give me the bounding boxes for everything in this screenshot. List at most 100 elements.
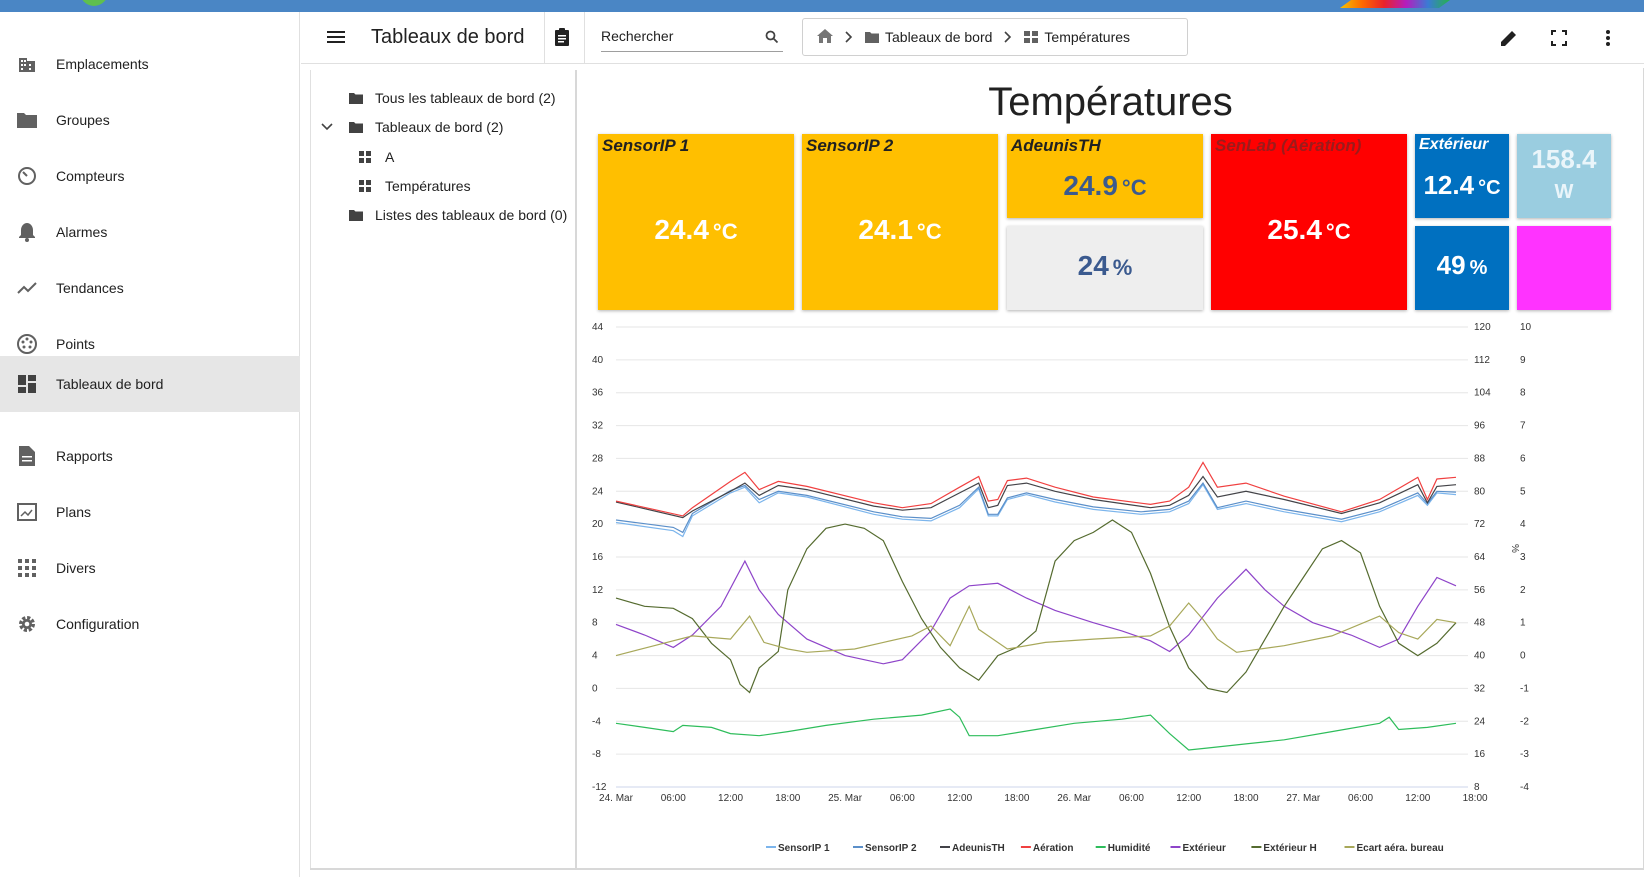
x-tick-label: 18:00 bbox=[1004, 793, 1029, 804]
points-icon bbox=[16, 333, 38, 355]
y-right-tick-label: 96 bbox=[1474, 421, 1486, 432]
tile-value-unit: °C bbox=[916, 219, 942, 244]
y-tick-label: 12 bbox=[592, 585, 604, 596]
tree-item-lists[interactable]: Listes des tableaux de bord (0) bbox=[349, 203, 567, 227]
more-vert-icon[interactable] bbox=[1596, 26, 1620, 50]
sidebar-item-label: Tableaux de bord bbox=[56, 376, 164, 392]
sidebar-item-configuration[interactable]: Configuration bbox=[0, 596, 300, 652]
sidebar-item-label: Compteurs bbox=[56, 168, 125, 184]
series-line bbox=[615, 559, 1457, 665]
sidebar-item-tendances[interactable]: Tendances bbox=[0, 260, 300, 316]
y-tick-label: 44 bbox=[592, 322, 604, 333]
edit-icon[interactable] bbox=[1497, 26, 1521, 50]
tile-magenta[interactable] bbox=[1517, 226, 1611, 310]
home-icon[interactable] bbox=[817, 28, 833, 46]
sidebar-item-divers[interactable]: Divers bbox=[0, 540, 300, 596]
breadcrumb-item[interactable]: Tableaux de bord bbox=[865, 29, 992, 45]
y-tick-label: 16 bbox=[592, 552, 604, 563]
logo-left bbox=[80, 0, 108, 6]
y-right-tick-label: 48 bbox=[1474, 618, 1486, 629]
search-input[interactable] bbox=[601, 26, 751, 44]
tree-item-label: Températures bbox=[385, 178, 471, 194]
tile-adeunisth-humidity[interactable]: 24% bbox=[1007, 226, 1203, 310]
tile-value-unit: % bbox=[1112, 255, 1133, 280]
folder-icon bbox=[349, 120, 365, 134]
legend-item: SensorIP 1 bbox=[778, 843, 830, 854]
y-right2-tick-label: 5 bbox=[1520, 486, 1526, 497]
panel-bottom-border bbox=[310, 868, 1644, 870]
sidebar-item-rapports[interactable]: Rapports bbox=[0, 428, 300, 484]
tile-name: SenLab (Aération) bbox=[1215, 136, 1362, 155]
page-title: Tableaux de bord bbox=[371, 26, 525, 48]
sidebar-item-label: Divers bbox=[56, 560, 96, 576]
tile-value: 25.4 °C bbox=[1211, 214, 1407, 246]
tile-senlab-aeration[interactable]: SenLab (Aération) 25.4 °C bbox=[1211, 134, 1407, 310]
tile-adeunisth-temp[interactable]: AdeunisTH 24.9 °C bbox=[1007, 134, 1203, 218]
sidebar-item-label: Rapports bbox=[56, 448, 113, 464]
sidebar-item-label: Groupes bbox=[56, 112, 110, 128]
y-tick-label: 40 bbox=[592, 355, 604, 366]
tile-sensorip-2[interactable]: SensorIP 2 24.1 °C bbox=[802, 134, 998, 310]
tile-value: 12.4 °C bbox=[1415, 170, 1509, 201]
panel-divider[interactable] bbox=[575, 70, 577, 868]
dashboard-tree: Tous les tableaux de bord (2) Tableaux d… bbox=[310, 70, 575, 868]
sidebar-item-alarmes[interactable]: Alarmes bbox=[0, 204, 300, 260]
chevron-down-icon[interactable] bbox=[321, 120, 337, 134]
tree-item-label: Tous les tableaux de bord (2) bbox=[375, 90, 556, 106]
folder-icon bbox=[16, 109, 38, 131]
y-right2-tick-label: 4 bbox=[1520, 519, 1526, 530]
tile-sensorip-1[interactable]: SensorIP 1 24.4 °C bbox=[598, 134, 794, 310]
sidebar-item-label: Points bbox=[56, 336, 95, 352]
sidebar: Emplacements Groupes Compteurs Alarmes T… bbox=[0, 12, 300, 877]
tree-item-group[interactable]: Tableaux de bord (2) bbox=[321, 115, 503, 139]
search-icon[interactable] bbox=[765, 30, 779, 49]
x-tick-label: 18:00 bbox=[775, 793, 800, 804]
sidebar-item-plans[interactable]: Plans bbox=[0, 484, 300, 540]
legend-item: Extérieur H bbox=[1263, 843, 1316, 854]
x-tick-label: 25. Mar bbox=[828, 793, 863, 804]
legend-item: Aération bbox=[1033, 843, 1074, 854]
tree-item-temperatures[interactable]: Températures bbox=[359, 174, 471, 198]
tree-item-label: A bbox=[385, 149, 395, 165]
x-tick-label: 18:00 bbox=[1233, 793, 1258, 804]
x-tick-label: 06:00 bbox=[661, 793, 686, 804]
y-tick-label: 24 bbox=[592, 486, 604, 497]
tree-item-all[interactable]: Tous les tableaux de bord (2) bbox=[349, 86, 556, 110]
fullscreen-icon[interactable] bbox=[1547, 26, 1571, 50]
sidebar-item-emplacements[interactable]: Emplacements bbox=[0, 36, 300, 92]
tile-exterieur-humidity[interactable]: 49% bbox=[1415, 226, 1509, 310]
dashboard-icon bbox=[359, 179, 375, 193]
menu-icon[interactable] bbox=[327, 28, 347, 48]
y-tick-label: 4 bbox=[592, 651, 598, 662]
y-right-tick-label: 104 bbox=[1474, 388, 1491, 399]
tree-item-label: Tableaux de bord (2) bbox=[375, 119, 504, 135]
y-right-tick-label: 72 bbox=[1474, 519, 1486, 530]
tile-value-number: 24.4 bbox=[654, 214, 709, 245]
tree-item-a[interactable]: A bbox=[359, 145, 394, 169]
tile-value-unit: % bbox=[1469, 257, 1488, 279]
series-line bbox=[615, 483, 1457, 538]
x-tick-label: 24. Mar bbox=[599, 793, 634, 804]
series-line bbox=[615, 602, 1457, 657]
y-tick-label: -8 bbox=[592, 749, 601, 760]
y-right-tick-label: 56 bbox=[1474, 585, 1486, 596]
tile-value-number: 24.1 bbox=[858, 214, 913, 245]
y-right-tick-label: 120 bbox=[1474, 322, 1491, 333]
tile-power[interactable]: 158.4 W bbox=[1517, 134, 1611, 218]
dashboard-icon bbox=[359, 150, 375, 164]
breadcrumb-item[interactable]: Températures bbox=[1024, 29, 1130, 45]
sidebar-item-compteurs[interactable]: Compteurs bbox=[0, 148, 300, 204]
sidebar-item-points[interactable]: Points bbox=[0, 316, 300, 372]
tile-exterieur-temp[interactable]: Extérieur 12.4 °C bbox=[1415, 134, 1509, 218]
y-right2-tick-label: 7 bbox=[1520, 421, 1526, 432]
y-right-tick-label: 8 bbox=[1474, 782, 1480, 793]
y-right2-tick-label: -4 bbox=[1520, 782, 1529, 793]
clipboard-icon[interactable] bbox=[555, 28, 573, 48]
series-line bbox=[615, 482, 1457, 534]
search-field[interactable] bbox=[601, 26, 783, 52]
sidebar-item-groupes[interactable]: Groupes bbox=[0, 92, 300, 148]
y-right-tick-label: 80 bbox=[1474, 486, 1486, 497]
breadcrumb-label: Températures bbox=[1044, 29, 1131, 45]
sidebar-item-tableaux-de-bord[interactable]: Tableaux de bord bbox=[0, 356, 300, 412]
x-tick-label: 12:00 bbox=[1176, 793, 1201, 804]
